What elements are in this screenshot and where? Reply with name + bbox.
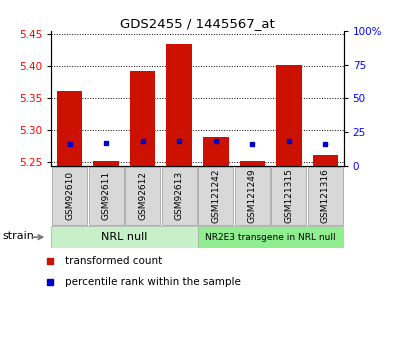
FancyBboxPatch shape <box>308 167 343 225</box>
Title: GDS2455 / 1445567_at: GDS2455 / 1445567_at <box>120 17 275 30</box>
Text: GSM92613: GSM92613 <box>175 171 184 220</box>
Text: GSM121242: GSM121242 <box>211 169 220 223</box>
Bar <box>203 137 229 166</box>
Text: NRL null: NRL null <box>101 232 148 242</box>
FancyBboxPatch shape <box>51 226 198 248</box>
Text: GSM121316: GSM121316 <box>321 168 330 223</box>
FancyBboxPatch shape <box>162 167 197 225</box>
Text: percentile rank within the sample: percentile rank within the sample <box>65 277 241 287</box>
Bar <box>276 65 302 166</box>
Text: GSM92610: GSM92610 <box>65 171 74 220</box>
Text: GSM92612: GSM92612 <box>138 171 147 220</box>
Text: GSM121315: GSM121315 <box>284 168 293 223</box>
FancyBboxPatch shape <box>271 167 307 225</box>
FancyBboxPatch shape <box>235 167 270 225</box>
Bar <box>312 155 338 166</box>
Text: GSM92611: GSM92611 <box>102 171 111 220</box>
FancyBboxPatch shape <box>125 167 160 225</box>
Bar <box>93 161 119 166</box>
Bar <box>57 91 83 166</box>
Text: strain: strain <box>3 231 34 241</box>
Text: NR2E3 transgene in NRL null: NR2E3 transgene in NRL null <box>205 233 336 242</box>
Bar <box>239 161 265 166</box>
FancyBboxPatch shape <box>198 167 233 225</box>
Text: GSM121249: GSM121249 <box>248 168 257 223</box>
FancyBboxPatch shape <box>52 167 87 225</box>
Bar <box>130 71 156 166</box>
FancyBboxPatch shape <box>198 226 344 248</box>
Bar <box>166 44 192 166</box>
FancyBboxPatch shape <box>88 167 124 225</box>
Text: transformed count: transformed count <box>65 256 163 266</box>
